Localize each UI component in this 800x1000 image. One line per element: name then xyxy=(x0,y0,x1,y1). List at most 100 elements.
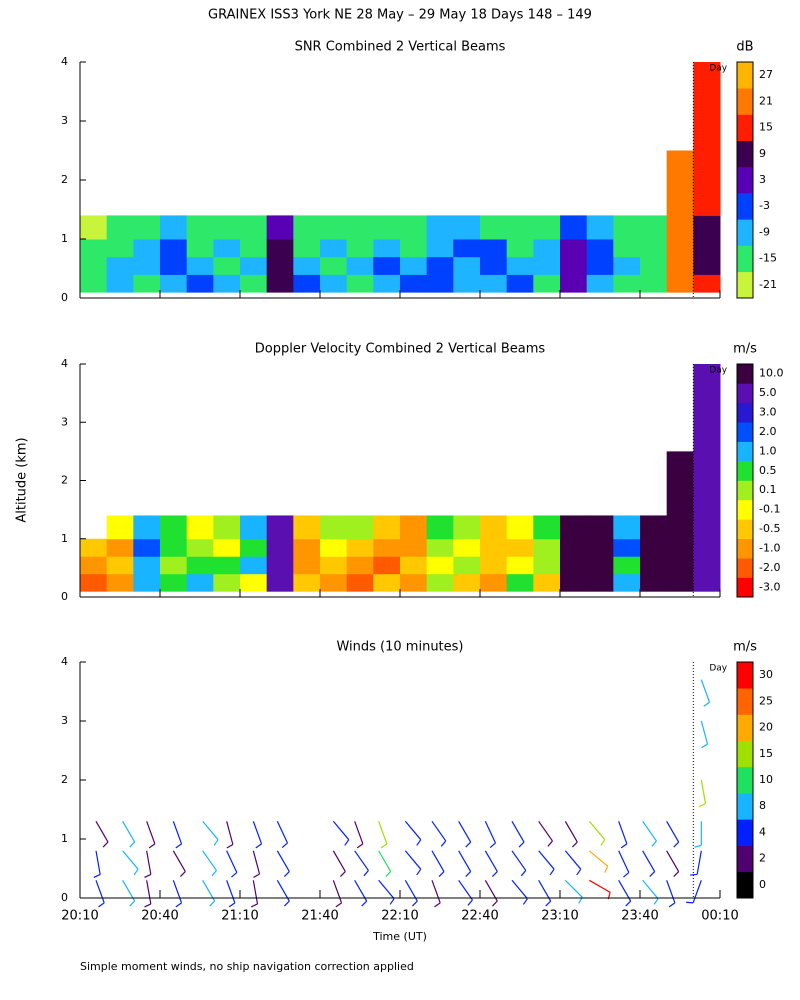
wind-barb xyxy=(618,850,630,878)
heatmap-cell xyxy=(106,538,134,557)
y-tick-label: 0 xyxy=(61,891,68,904)
wind-barb-part xyxy=(673,871,680,877)
wind-barb-part xyxy=(255,843,262,849)
heatmap-cell xyxy=(320,239,348,258)
wind-barb-part xyxy=(666,880,676,904)
wind-barb xyxy=(564,820,578,848)
wind-barb-part xyxy=(700,720,709,745)
wind-barb-part xyxy=(146,821,156,845)
y-tick-label: 0 xyxy=(61,590,68,603)
heatmap-cell xyxy=(613,538,641,557)
colorbar-frame xyxy=(736,363,754,598)
heatmap-cell xyxy=(533,256,561,275)
wind-barb xyxy=(698,779,707,808)
heatmap-cell xyxy=(293,538,321,557)
wind-barb-part xyxy=(484,821,497,844)
wind-barb xyxy=(172,880,183,908)
wind-barb-part xyxy=(252,880,259,905)
colorbar-label: -3.0 xyxy=(759,580,780,593)
heatmap-cell xyxy=(80,538,108,557)
heatmap-cell xyxy=(186,556,214,575)
x-tick-label: 23:10 xyxy=(541,909,578,924)
x-tick-label: 22:10 xyxy=(381,909,418,924)
heatmap-cell xyxy=(693,538,721,557)
heatmap-cell xyxy=(133,215,161,240)
heatmap-cell xyxy=(346,538,374,557)
wind-barb-part xyxy=(332,850,346,872)
heatmap-cell xyxy=(240,538,268,557)
heatmap-cell xyxy=(666,150,694,216)
heatmap-cell xyxy=(293,274,321,293)
wind-barb-part xyxy=(686,901,694,904)
colorbar-label: -3 xyxy=(759,199,770,212)
wind-barb xyxy=(511,879,528,905)
wind-barb-part xyxy=(416,839,422,846)
heatmap-cell xyxy=(693,256,721,275)
heatmap-cell xyxy=(560,215,588,240)
wind-barb-part xyxy=(226,850,238,873)
colorbar-label: -2.0 xyxy=(759,561,780,574)
wind-barb-part xyxy=(618,821,628,845)
wind-barb-part xyxy=(440,840,447,847)
colorbar-label: 8 xyxy=(759,799,766,812)
wind-barb-part xyxy=(252,850,261,875)
colorbar-bin xyxy=(737,140,753,168)
wind-barb xyxy=(564,850,582,876)
heatmap-cell xyxy=(640,515,668,540)
wind-barb-part xyxy=(701,743,708,749)
y-tick-label: 3 xyxy=(61,114,68,127)
panel-title: Doppler Velocity Combined 2 Vertical Bea… xyxy=(255,342,546,357)
wind-barb xyxy=(226,821,234,849)
heatmap-cell xyxy=(426,515,454,540)
heatmap-cell xyxy=(106,515,134,540)
colorbar-label: 10.0 xyxy=(759,367,784,380)
heatmap-cell xyxy=(666,256,694,275)
y-tick-label: 1 xyxy=(61,232,68,245)
wind-barb-part xyxy=(700,679,711,703)
colorbar-label: 3.0 xyxy=(759,406,777,419)
wind-barb-part xyxy=(465,871,472,877)
heatmap-cell xyxy=(480,256,508,275)
wind-barb xyxy=(642,850,656,877)
colorbar-bin xyxy=(737,271,753,299)
wind-barb-part xyxy=(467,899,473,906)
heatmap-cell xyxy=(266,239,294,258)
y-tick-label: 1 xyxy=(61,832,68,845)
heatmap-cell xyxy=(586,256,614,275)
wind-barb-part xyxy=(344,839,350,846)
wind-barb-part xyxy=(522,898,528,905)
wind-barb-part xyxy=(404,850,422,870)
heatmap-cell xyxy=(693,364,721,452)
heatmap-cell xyxy=(586,215,614,240)
wind-barb-part xyxy=(378,850,392,872)
colorbar-label: -15 xyxy=(759,252,777,265)
wind-barb-part xyxy=(385,871,392,877)
heatmap-cell xyxy=(533,274,561,293)
y-tick-label: 4 xyxy=(61,357,68,370)
heatmap-cell xyxy=(266,256,294,275)
panel-title: SNR Combined 2 Vertical Beams xyxy=(295,40,506,55)
wind-barb xyxy=(484,821,497,849)
heatmap-cell xyxy=(133,573,161,592)
heatmap-cell xyxy=(640,256,668,275)
heatmap-cell xyxy=(666,451,694,516)
heatmap-cell xyxy=(560,239,588,258)
wind-barb-part xyxy=(404,820,422,841)
wind-barb-part xyxy=(520,870,527,877)
heatmap-cell xyxy=(640,274,668,293)
heatmap-cell xyxy=(80,256,108,275)
wind-barb xyxy=(618,821,628,849)
wind-barb-part xyxy=(231,872,238,878)
heatmap-cell xyxy=(453,239,481,258)
wind-barb-part xyxy=(283,900,290,907)
wind-barb-part xyxy=(434,902,441,908)
wind-barb-part xyxy=(651,840,657,847)
heatmap-cell xyxy=(213,215,241,240)
wind-barb-part xyxy=(172,821,183,845)
heatmap-cell xyxy=(400,556,428,575)
heatmap-cell xyxy=(693,451,721,516)
heatmap-cell xyxy=(400,239,428,258)
colorbar-label: 2 xyxy=(759,852,766,865)
heatmap-cell xyxy=(346,215,374,240)
wind-barb-part xyxy=(545,900,552,907)
